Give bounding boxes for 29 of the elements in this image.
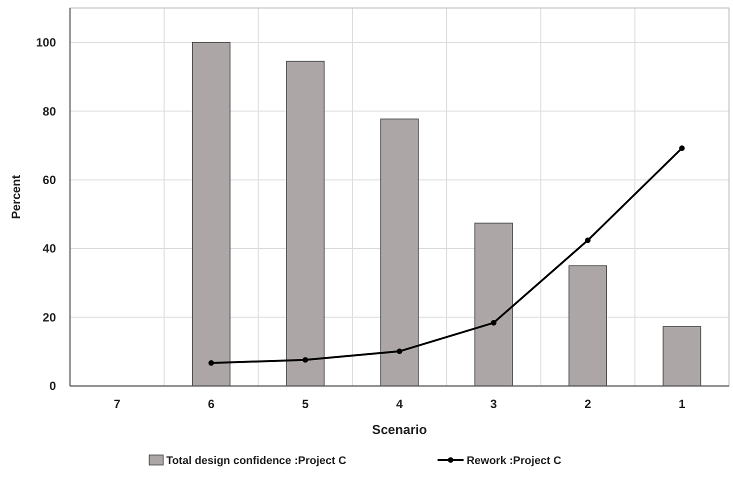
legend-label: Total design confidence :Project C (166, 454, 346, 467)
bar (192, 42, 230, 386)
bar (568, 265, 608, 386)
x-axis-title: Scenario (372, 422, 428, 437)
y-tick-label: 20 (42, 310, 56, 324)
point (490, 320, 496, 326)
point (302, 357, 308, 363)
x-tick-label: 6 (208, 397, 215, 411)
bar (662, 326, 702, 386)
point (208, 360, 214, 366)
x-tick-label: 1 (678, 397, 686, 411)
y-tick-label: 100 (36, 36, 56, 50)
bar (474, 222, 513, 386)
legend-label: Rework :Project C (466, 454, 562, 467)
y-tick-label: 60 (42, 173, 56, 188)
point (679, 145, 685, 152)
x-tick-label: 2 (584, 397, 592, 411)
point (396, 348, 402, 354)
point (584, 238, 591, 244)
x-tick-label: 4 (396, 397, 404, 411)
bar (380, 118, 419, 386)
bar (286, 60, 325, 386)
x-tick-label: 5 (302, 397, 310, 411)
y-tick-label: 0 (49, 379, 56, 394)
x-tick-label: 7 (114, 397, 121, 411)
x-tick-label: 3 (490, 397, 498, 411)
y-tick-label: 40 (42, 242, 56, 256)
y-tick-label: 80 (42, 104, 56, 118)
y-axis-title: Percent (9, 174, 23, 220)
